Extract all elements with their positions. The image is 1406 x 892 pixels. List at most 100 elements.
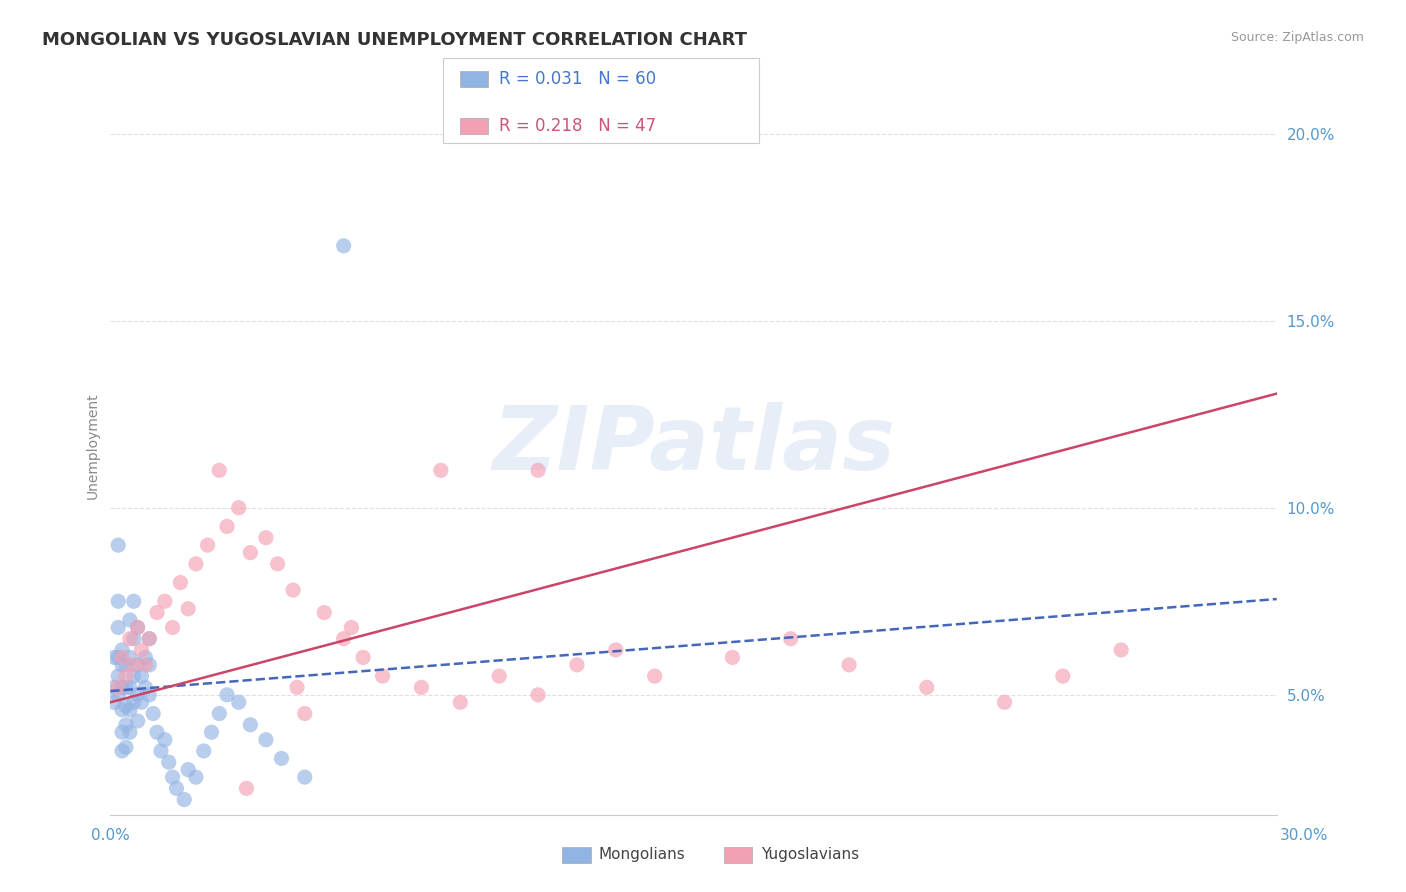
Point	[107, 650, 129, 665]
Point	[915, 681, 938, 695]
Point	[644, 669, 666, 683]
Point	[153, 594, 176, 608]
Point	[134, 650, 156, 665]
Point	[208, 706, 231, 721]
Point	[184, 770, 207, 784]
Point	[111, 643, 134, 657]
Point	[779, 632, 801, 646]
Text: Mongolians: Mongolians	[599, 847, 686, 862]
Point	[107, 688, 129, 702]
Point	[107, 538, 129, 552]
Point	[1109, 643, 1132, 657]
Point	[138, 632, 160, 646]
Point	[332, 239, 354, 253]
Point	[118, 632, 141, 646]
Point	[122, 669, 145, 683]
Point	[149, 744, 172, 758]
Point	[294, 706, 316, 721]
Point	[122, 632, 145, 646]
Text: Yugoslavians: Yugoslavians	[761, 847, 859, 862]
Point	[115, 718, 138, 732]
Point	[138, 688, 160, 702]
Point	[215, 688, 238, 702]
Text: 0.0%: 0.0%	[91, 828, 131, 843]
Point	[184, 557, 207, 571]
Point	[118, 725, 141, 739]
Y-axis label: Unemployment: Unemployment	[86, 392, 100, 500]
Point	[138, 632, 160, 646]
Point	[197, 538, 219, 552]
Point	[111, 681, 134, 695]
Point	[111, 744, 134, 758]
Point	[294, 770, 316, 784]
Point	[122, 594, 145, 608]
Point	[115, 740, 138, 755]
Point	[239, 718, 262, 732]
Point	[138, 657, 160, 672]
Point	[127, 657, 149, 672]
Point	[107, 620, 129, 634]
Point	[127, 620, 149, 634]
Point	[131, 695, 153, 709]
Point	[332, 632, 354, 646]
Point	[228, 695, 250, 709]
Point	[340, 620, 363, 634]
Point	[146, 725, 169, 739]
Point	[449, 695, 471, 709]
Point	[1052, 669, 1074, 683]
Point	[266, 557, 288, 571]
Point	[270, 751, 292, 765]
Point	[111, 725, 134, 739]
Point	[488, 669, 510, 683]
Point	[721, 650, 744, 665]
Point	[371, 669, 394, 683]
Point	[162, 770, 184, 784]
Point	[118, 650, 141, 665]
Point	[122, 695, 145, 709]
Point	[285, 681, 308, 695]
Point	[134, 657, 156, 672]
Text: R = 0.031   N = 60: R = 0.031 N = 60	[499, 70, 657, 88]
Text: R = 0.218   N = 47: R = 0.218 N = 47	[499, 117, 657, 135]
Point	[103, 681, 125, 695]
Point	[153, 732, 176, 747]
Point	[177, 601, 200, 615]
Point	[166, 781, 188, 796]
Point	[118, 613, 141, 627]
Point	[169, 575, 191, 590]
Point	[527, 688, 550, 702]
Point	[228, 500, 250, 515]
Point	[118, 681, 141, 695]
Point	[115, 681, 138, 695]
Point	[134, 681, 156, 695]
Text: 30.0%: 30.0%	[1281, 828, 1329, 843]
Point	[157, 755, 180, 769]
Point	[111, 657, 134, 672]
Point	[115, 669, 138, 683]
Point	[281, 582, 304, 597]
Point	[115, 699, 138, 714]
Point	[411, 681, 433, 695]
Point	[838, 657, 860, 672]
Point	[430, 463, 453, 477]
Text: Source: ZipAtlas.com: Source: ZipAtlas.com	[1230, 31, 1364, 45]
Point	[142, 706, 165, 721]
Text: MONGOLIAN VS YUGOSLAVIAN UNEMPLOYMENT CORRELATION CHART: MONGOLIAN VS YUGOSLAVIAN UNEMPLOYMENT CO…	[42, 31, 747, 49]
Point	[193, 744, 215, 758]
Point	[115, 657, 138, 672]
Point	[565, 657, 588, 672]
Point	[146, 606, 169, 620]
Point	[131, 643, 153, 657]
Point	[239, 546, 262, 560]
Point	[352, 650, 374, 665]
Point	[200, 725, 222, 739]
Point	[131, 669, 153, 683]
Point	[107, 594, 129, 608]
Point	[103, 695, 125, 709]
Point	[127, 620, 149, 634]
Point	[127, 688, 149, 702]
Point	[993, 695, 1015, 709]
Point	[527, 463, 550, 477]
Point	[111, 703, 134, 717]
Point	[605, 643, 627, 657]
